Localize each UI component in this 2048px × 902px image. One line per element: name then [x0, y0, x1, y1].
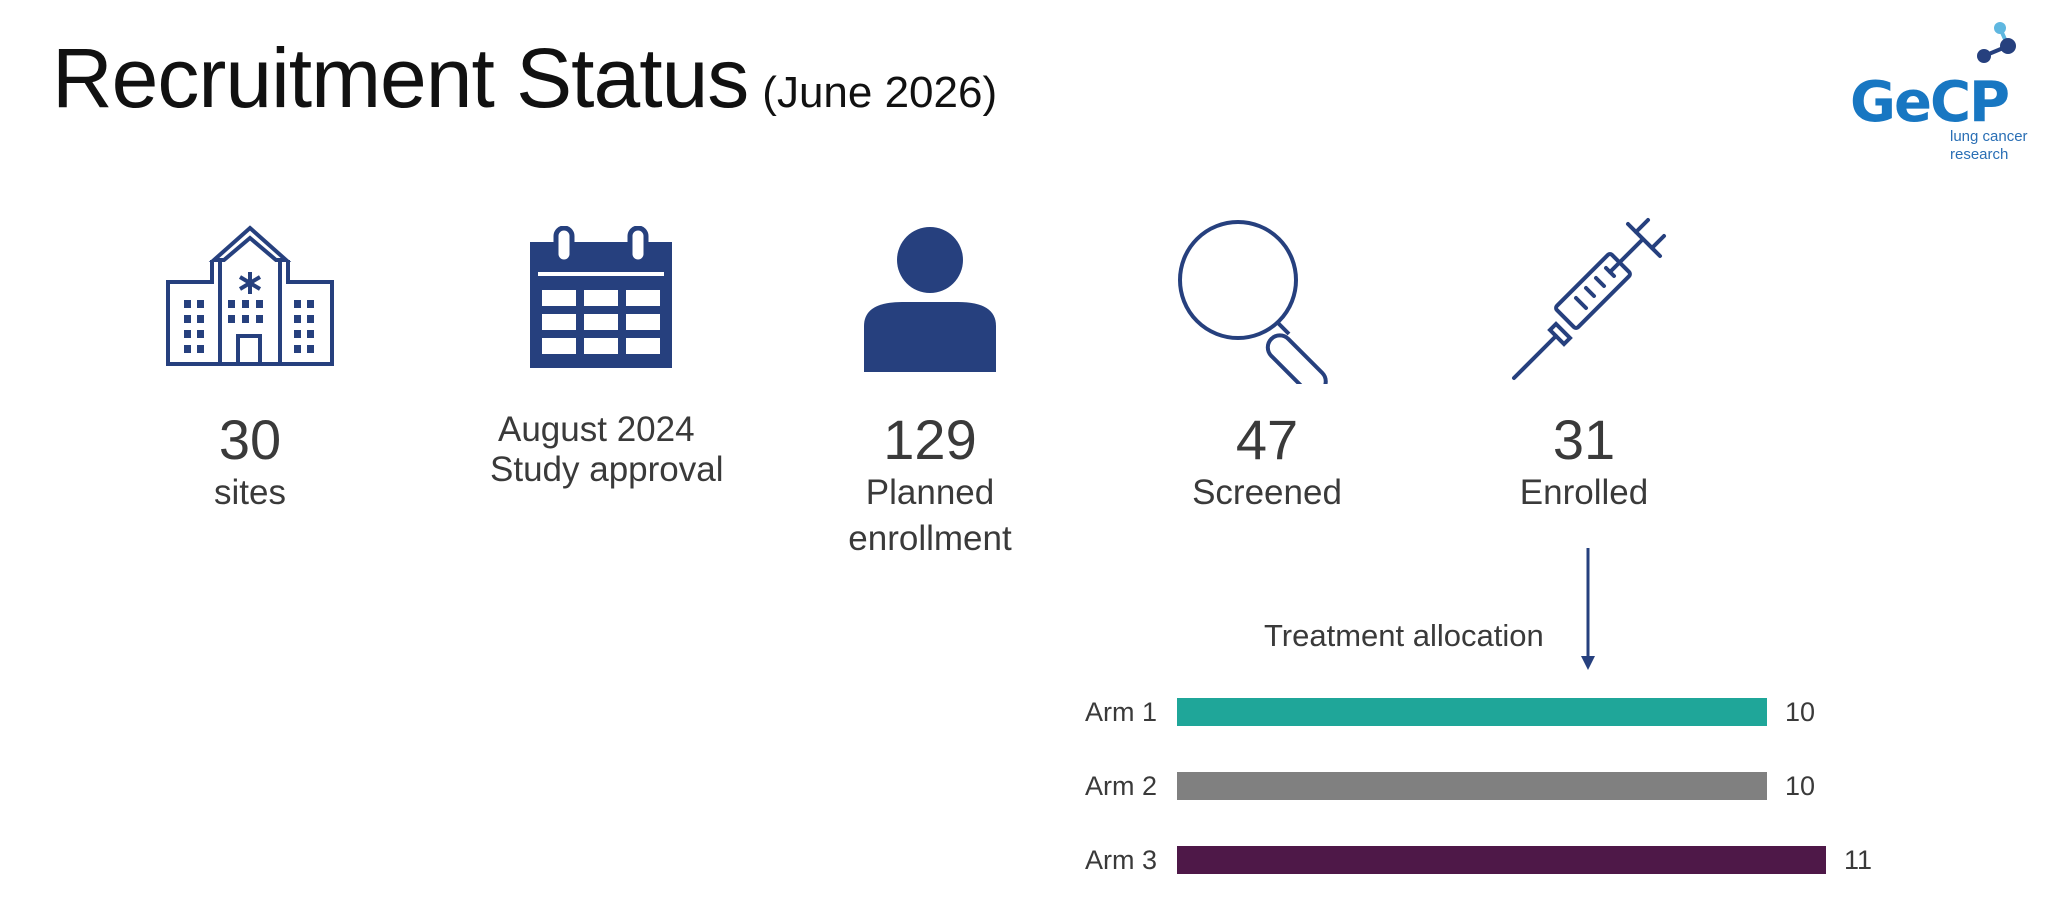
chart-title: Treatment allocation — [1264, 618, 1544, 653]
sites-value: 30 — [218, 408, 282, 471]
logo-molecule-icon — [1977, 22, 2016, 63]
category-label: Arm 2 — [1085, 771, 1157, 801]
logo-tagline: lung cancer research — [1950, 128, 2028, 164]
category-label: Arm 3 — [1085, 845, 1157, 875]
screened-value: 47 — [1235, 408, 1299, 471]
page-title: Recruitment Status (June 2026) — [52, 30, 997, 127]
hospital-icon — [166, 225, 334, 366]
stat-planned: 129 Planned enrollment — [848, 410, 1011, 562]
allocation-chart: Arm 1 10 Arm 2 10 Arm 3 11 — [1085, 697, 1872, 875]
category-label: Arm 1 — [1085, 697, 1157, 727]
logo-wordmark: GeCP — [1850, 70, 2010, 135]
data-label: 10 — [1785, 771, 1815, 801]
magnifier-icon — [1178, 220, 1328, 384]
bar-arm-2 — [1177, 772, 1767, 800]
allocation-arrow — [1581, 548, 1595, 670]
syringe-icon — [1512, 218, 1666, 380]
gecp-logo: GeCP lung cancer research — [1850, 18, 2040, 168]
logo-tagline-line1: lung cancer — [1950, 128, 2028, 145]
title-main: Recruitment Status — [52, 31, 749, 125]
enrolled-value: 31 — [1552, 408, 1616, 471]
planned-label-line2: enrollment — [848, 519, 1012, 558]
approval-date: August 2024 — [498, 410, 695, 449]
planned-label-line1: Planned — [865, 473, 995, 512]
sites-label: sites — [214, 473, 286, 512]
bar-arm-1 — [1177, 698, 1767, 726]
enrolled-label: Enrolled — [1519, 473, 1649, 512]
stat-screened: 47 Screened — [1192, 410, 1342, 516]
approval-label: Study approval — [490, 450, 724, 489]
bar-arm-3 — [1177, 846, 1826, 874]
data-label: 10 — [1785, 697, 1815, 727]
title-date: (June 2026) — [762, 68, 998, 117]
calendar-icon — [530, 226, 672, 368]
stat-sites: 30 sites — [214, 410, 286, 516]
screened-label: Screened — [1192, 473, 1342, 512]
data-label: 11 — [1844, 845, 1872, 875]
stat-approval: August 2024 Study approval — [490, 410, 723, 490]
person-icon — [864, 227, 996, 372]
logo-tagline-line2: research — [1950, 146, 2009, 163]
planned-value: 129 — [883, 408, 977, 471]
stat-enrolled: 31 Enrolled — [1520, 410, 1648, 516]
